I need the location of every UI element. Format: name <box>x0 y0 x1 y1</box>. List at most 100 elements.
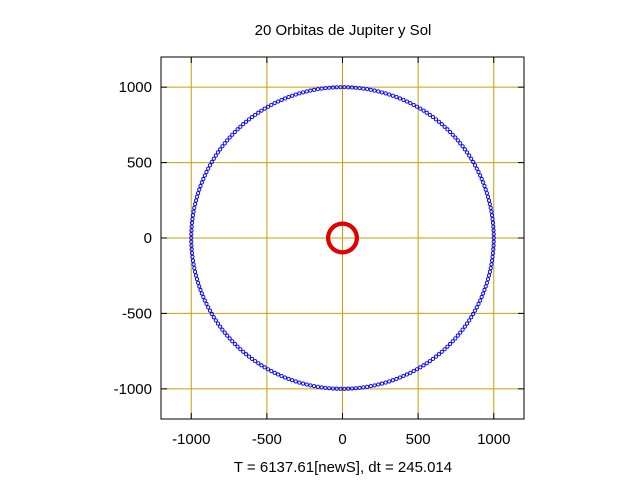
data-point <box>458 141 463 146</box>
data-point <box>193 273 199 278</box>
data-point <box>276 372 281 377</box>
data-point <box>250 115 255 120</box>
data-point <box>198 287 203 293</box>
data-point <box>365 87 370 92</box>
data-point <box>199 180 204 185</box>
data-point <box>390 93 395 98</box>
data-point <box>191 209 196 214</box>
data-point <box>201 294 206 300</box>
data-point <box>491 235 496 241</box>
data-point <box>484 280 489 285</box>
data-point <box>192 205 197 210</box>
data-point <box>215 321 220 326</box>
data-point <box>276 99 281 104</box>
y-tick-label: 500 <box>127 155 152 172</box>
data-point <box>448 129 453 135</box>
data-point <box>283 375 288 380</box>
data-point <box>465 150 470 155</box>
x-tick-label: 1000 <box>477 431 510 448</box>
data-point <box>209 159 214 165</box>
data-point <box>467 153 472 158</box>
data-point <box>206 166 211 171</box>
data-point <box>455 138 460 143</box>
data-point <box>220 327 225 332</box>
data-point <box>414 104 420 109</box>
data-point <box>455 333 460 338</box>
data-point <box>460 327 465 332</box>
data-point <box>376 382 381 387</box>
data-point <box>193 269 198 274</box>
data-point <box>230 132 235 137</box>
data-point <box>483 187 488 192</box>
y-tick-label: -1000 <box>114 381 152 398</box>
data-point <box>372 383 377 388</box>
data-point <box>383 380 388 385</box>
data-point <box>232 341 237 347</box>
data-point <box>427 112 432 117</box>
data-point <box>472 163 478 168</box>
data-point <box>476 170 481 175</box>
data-point <box>421 108 426 113</box>
data-point <box>235 127 240 132</box>
data-point <box>241 122 246 127</box>
data-point <box>379 90 385 95</box>
data-point <box>489 262 494 267</box>
data-point <box>479 294 484 300</box>
data-point <box>246 354 252 359</box>
data-point <box>259 108 264 113</box>
data-point <box>349 85 355 90</box>
data-point <box>430 356 435 361</box>
data-point <box>479 176 484 182</box>
data-point <box>379 381 385 386</box>
data-point <box>222 141 227 146</box>
data-point <box>394 95 399 100</box>
data-point <box>279 373 284 379</box>
data-point <box>490 217 495 222</box>
data-point <box>489 213 495 218</box>
data-point <box>467 318 472 323</box>
data-point <box>491 232 496 237</box>
data-point <box>394 376 399 381</box>
data-point <box>478 173 483 178</box>
data-point <box>485 194 491 199</box>
data-point <box>474 166 479 171</box>
data-point <box>207 308 213 313</box>
data-point <box>491 243 496 248</box>
data-point <box>293 379 298 384</box>
data-point <box>338 85 343 90</box>
data-point <box>491 224 496 229</box>
data-point <box>424 110 429 115</box>
data-point <box>383 91 388 96</box>
data-point <box>439 122 444 127</box>
data-point <box>194 277 200 282</box>
data-point <box>189 239 194 244</box>
data-point <box>490 251 496 256</box>
data-point <box>401 97 406 103</box>
data-point <box>190 217 195 222</box>
data-point <box>202 298 207 303</box>
data-point <box>290 378 295 383</box>
data-point <box>445 127 450 132</box>
data-point <box>262 365 267 370</box>
data-point <box>361 86 366 91</box>
data-point <box>190 213 196 218</box>
data-point <box>269 369 274 374</box>
data-point <box>488 205 493 210</box>
data-point <box>201 176 206 182</box>
data-point <box>269 102 274 107</box>
data-point <box>265 104 271 109</box>
data-point <box>304 89 309 94</box>
data-point <box>244 119 249 124</box>
data-point <box>230 339 235 344</box>
data-point <box>204 170 209 175</box>
data-point <box>256 110 261 115</box>
data-point <box>327 386 332 391</box>
data-point <box>207 163 213 168</box>
data-point <box>253 359 258 364</box>
data-point <box>353 386 358 391</box>
data-point <box>312 384 317 389</box>
data-point <box>486 198 492 203</box>
data-point <box>390 378 395 383</box>
data-point <box>204 301 209 306</box>
data-point <box>453 135 458 140</box>
